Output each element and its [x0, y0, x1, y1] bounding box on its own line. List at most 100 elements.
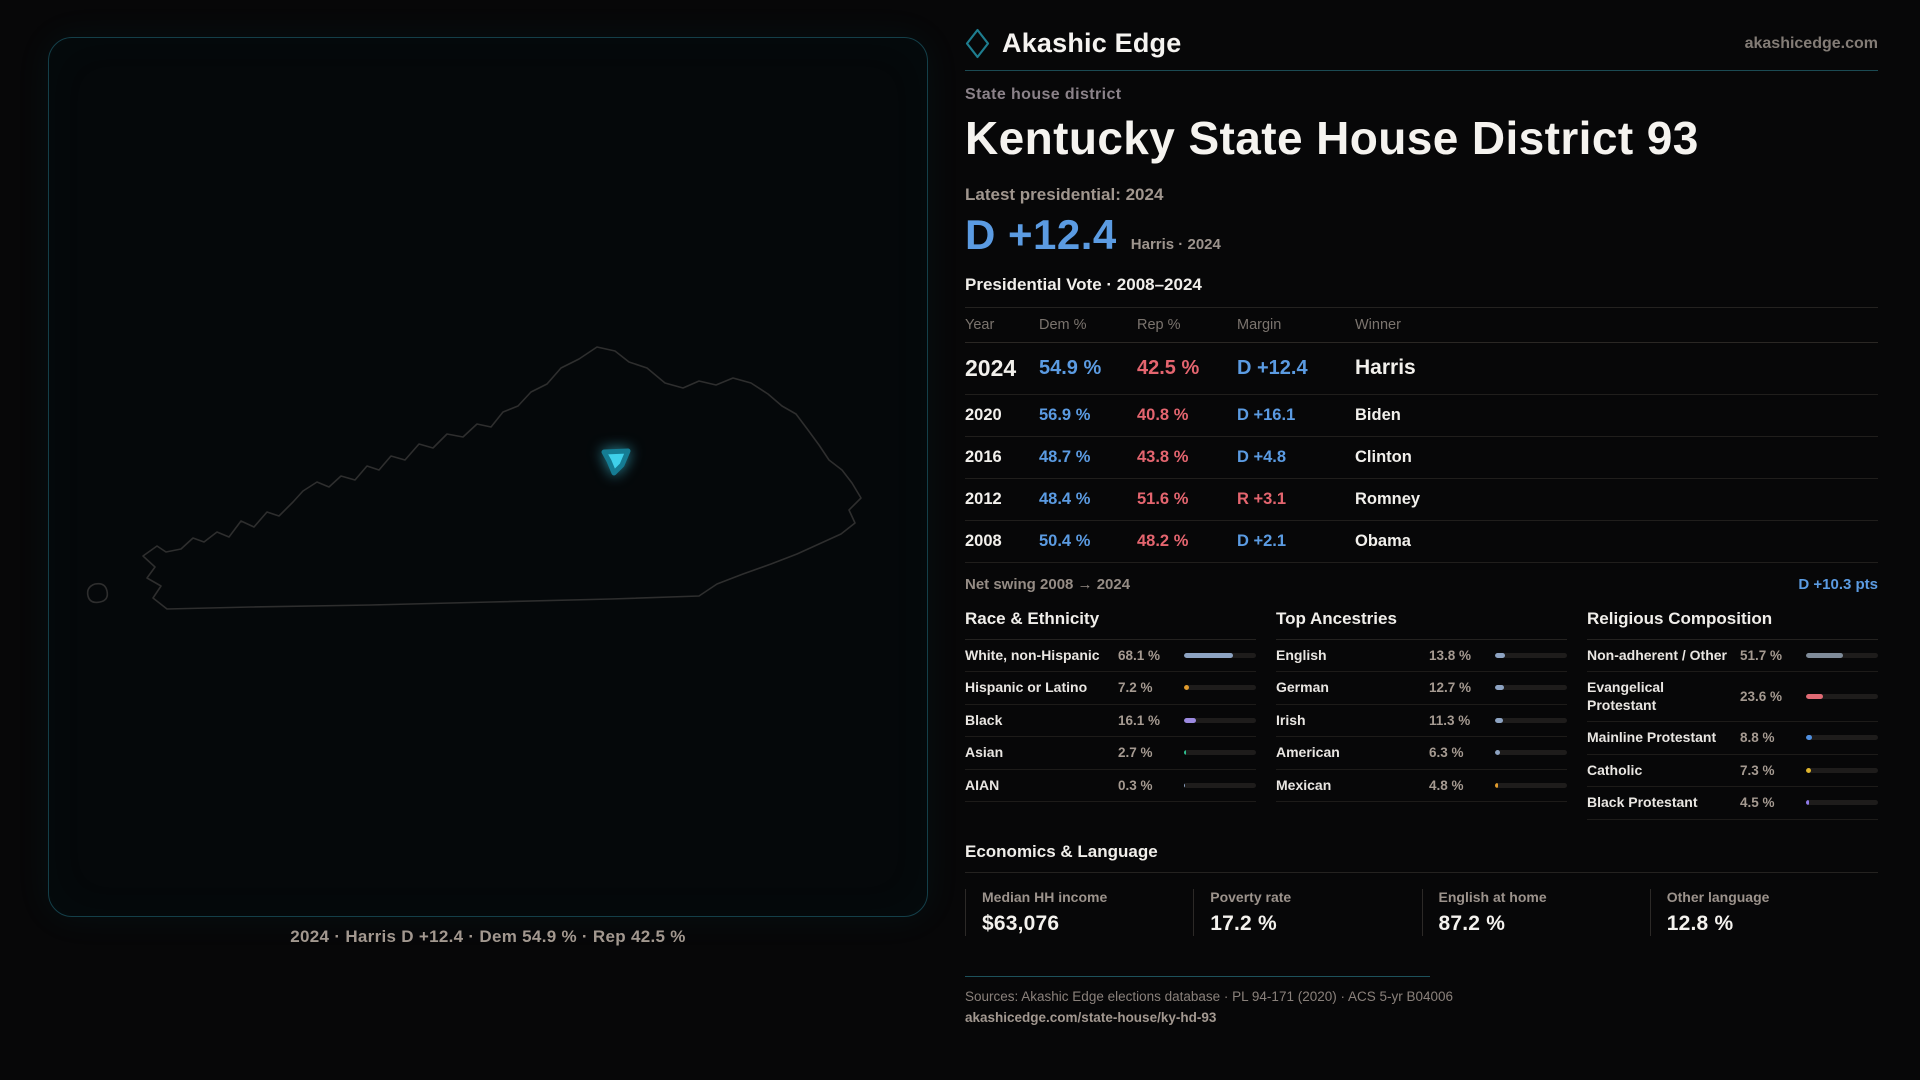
- kentucky-outline: [142, 346, 862, 610]
- column-header-year: Year: [965, 316, 995, 333]
- district-report-panel: Akashic Edge akashicedge.com State house…: [965, 28, 1878, 1025]
- demo-row-bar-fill: [1184, 685, 1190, 691]
- cell-year: 2016: [965, 447, 1002, 466]
- net-swing-row: Net swing 2008 → 2024 D +10.3 pts: [965, 576, 1878, 593]
- demographics-grid: Race & Ethnicity White, non-Hispanic 68.1 …: [965, 609, 1878, 820]
- cell-margin: D +16.1: [1237, 405, 1296, 424]
- map-panel: [48, 37, 928, 917]
- demo-column-top-ancestries: Top Ancestries English 13.8 % German 12.7 % I…: [1276, 609, 1567, 820]
- vote-table: Year Dem % Rep % Margin Winner 2024 54.9 % 42.…: [965, 306, 1878, 563]
- stat-box-median-hh-income: Median HH income $63,076: [965, 888, 1193, 936]
- demo-row-catholic: Catholic 7.3 %: [1587, 755, 1878, 788]
- demo-row-label: Catholic: [1587, 761, 1643, 778]
- cell-winner: Clinton: [1355, 447, 1412, 466]
- demo-row-bar: [1806, 694, 1878, 700]
- column-header-dem: Dem %: [1039, 316, 1087, 333]
- stat-value: $63,076: [982, 911, 1060, 935]
- demo-row-bar-fill: [1495, 685, 1505, 691]
- demo-row-value: 51.7 %: [1740, 647, 1783, 663]
- vote-row-2012: 2012 48.4 % 51.6 % R +3.1 Romney: [965, 479, 1878, 521]
- demo-row-label: White, non-Hispanic: [965, 646, 1100, 663]
- cell-year: 2008: [965, 531, 1002, 550]
- demo-row-bar: [1495, 782, 1567, 788]
- demo-row-label: Mexican: [1276, 776, 1332, 793]
- demo-row-value: 68.1 %: [1118, 647, 1161, 663]
- demo-row-label: Hispanic or Latino: [965, 679, 1088, 696]
- vote-row-2024: 2024 54.9 % 42.5 % D +12.4 Harris: [965, 343, 1878, 395]
- map-caption: 2024 · Harris D +12.4 · Dem 54.9 % · Rep…: [290, 927, 686, 946]
- demo-column-title: Race & Ethnicity: [965, 609, 1256, 640]
- cell-dem-pct: 54.9 %: [1039, 356, 1102, 379]
- stat-label: Poverty rate: [1210, 888, 1292, 905]
- cell-dem-pct: 56.9 %: [1039, 405, 1091, 424]
- demo-row-american: American 6.3 %: [1276, 737, 1567, 770]
- demo-row-label: Evangelical Protestant: [1587, 679, 1665, 713]
- demo-row-german: German 12.7 %: [1276, 672, 1567, 705]
- demo-column-title: Religious Composition: [1587, 609, 1878, 640]
- headline-context: Harris · 2024: [1130, 235, 1221, 253]
- demo-row-bar-fill: [1495, 750, 1500, 756]
- demo-row-bar-fill: [1806, 767, 1812, 773]
- stat-label: Other language: [1666, 888, 1770, 905]
- brand-logo: Akashic Edge: [965, 28, 1181, 59]
- demo-row-mexican: Mexican 4.8 %: [1276, 770, 1567, 803]
- kentucky-bend-exclave: [86, 582, 109, 604]
- cell-winner: Obama: [1355, 531, 1411, 550]
- demo-row-white-non-hispanic: White, non-Hispanic 68.1 %: [965, 640, 1256, 673]
- demo-row-english: English 13.8 %: [1276, 640, 1567, 673]
- district-marker: [601, 448, 631, 476]
- vote-row-2020: 2020 56.9 % 40.8 % D +16.1 Biden: [965, 395, 1878, 437]
- demo-row-value: 0.3 %: [1118, 777, 1153, 793]
- cell-rep-pct: 51.6 %: [1137, 489, 1189, 508]
- cell-rep-pct: 43.8 %: [1137, 447, 1189, 466]
- kentucky-map: [86, 346, 862, 610]
- demo-row-bar-fill: [1806, 800, 1810, 806]
- footer-divider: [965, 975, 1430, 977]
- site-header: Akashic Edge akashicedge.com: [965, 28, 1878, 71]
- demo-row-bar: [1806, 800, 1878, 806]
- cell-margin: D +12.4: [1237, 356, 1308, 379]
- cell-margin: D +4.8: [1237, 447, 1287, 466]
- cell-year: 2024: [965, 354, 1017, 381]
- demo-row-value: 6.3 %: [1429, 745, 1464, 761]
- vote-table-title: Presidential Vote · 2008–2024: [965, 274, 1202, 294]
- demo-row-label: Black Protestant: [1587, 794, 1698, 811]
- demo-row-value: 8.8 %: [1740, 730, 1775, 746]
- demo-row-value: 2.7 %: [1118, 745, 1153, 761]
- cell-dem-pct: 48.4 %: [1039, 489, 1091, 508]
- demo-row-black: Black 16.1 %: [965, 705, 1256, 738]
- stat-value: 17.2 %: [1210, 911, 1277, 935]
- net-swing-value: D +10.3 pts: [1798, 575, 1878, 593]
- cell-rep-pct: 48.2 %: [1137, 531, 1189, 550]
- stat-label: Median HH income: [982, 888, 1108, 905]
- demo-row-bar-fill: [1495, 782, 1499, 788]
- economics-stats: Median HH income $63,076 Poverty rate 17.2 …: [965, 888, 1878, 936]
- column-header-winner: Winner: [1355, 316, 1401, 333]
- vote-row-2016: 2016 48.7 % 43.8 % D +4.8 Clinton: [965, 437, 1878, 479]
- demo-row-bar: [1495, 717, 1567, 723]
- permalink-link[interactable]: akashicedge.com/state-house/ky-hd-93: [965, 1009, 1217, 1025]
- stat-value: 12.8 %: [1666, 911, 1734, 935]
- site-domain-link[interactable]: akashicedge.com: [1744, 34, 1878, 52]
- demo-row-label: AIAN: [965, 776, 1000, 793]
- demo-row-bar: [1184, 652, 1256, 658]
- footer: Sources: Akashic Edge elections database…: [965, 975, 1878, 1025]
- demo-row-bar: [1806, 735, 1878, 741]
- demo-row-aian: AIAN 0.3 %: [965, 770, 1256, 803]
- sources-line: Sources: Akashic Edge elections database…: [965, 988, 1454, 1004]
- latest-presidential-label: Latest presidential: 2024: [965, 184, 1164, 204]
- headline-margin: D +12.4: [965, 210, 1117, 258]
- demo-row-bar: [1495, 750, 1567, 756]
- demo-row-bar-fill: [1806, 735, 1813, 741]
- demo-column-religious-composition: Religious Composition Non-adherent / Othe…: [1587, 609, 1878, 820]
- demo-row-bar-fill: [1806, 694, 1823, 700]
- cell-rep-pct: 40.8 %: [1137, 405, 1189, 424]
- demo-row-value: 16.1 %: [1118, 712, 1161, 728]
- demo-row-bar: [1806, 767, 1878, 773]
- stat-value: 87.2 %: [1438, 911, 1506, 935]
- stat-box-english-at-home: English at home 87.2 %: [1421, 888, 1650, 936]
- demo-row-label: English: [1276, 646, 1327, 663]
- demo-column-title: Top Ancestries: [1276, 609, 1567, 640]
- demo-row-asian: Asian 2.7 %: [965, 737, 1256, 770]
